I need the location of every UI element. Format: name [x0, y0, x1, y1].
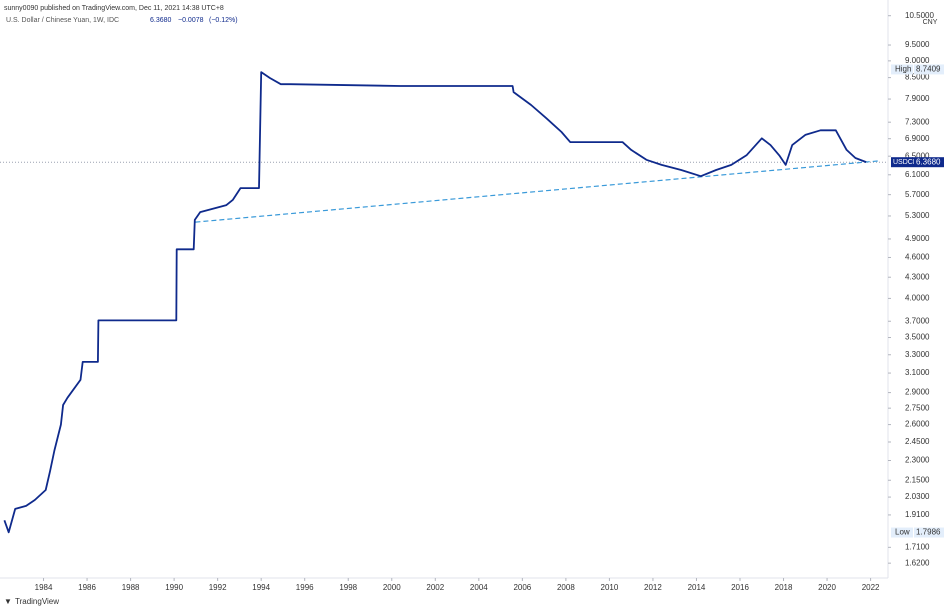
y-tick-label: 4.0000 [905, 294, 930, 303]
series-name-box [891, 157, 914, 168]
marker-value: 8.7409 [916, 65, 941, 74]
y-tick-label: 6.9000 [905, 134, 930, 143]
brand-name: TradingView [15, 597, 59, 606]
x-tick-label: 1998 [339, 583, 357, 592]
y-tick-label: 2.9000 [905, 388, 930, 397]
y-tick-label: 6.5000 [905, 151, 930, 160]
y-tick-label: 7.9000 [905, 94, 930, 103]
price-line-series [3, 71, 867, 534]
y-tick-label: 5.7000 [905, 190, 930, 199]
change-pct: (−0.12%) [209, 17, 238, 24]
marker-value: 1.7986 [916, 528, 941, 537]
y-unit: CNY [923, 19, 938, 26]
x-tick-label: 2016 [731, 583, 749, 592]
y-tick-label: 3.5000 [905, 333, 930, 342]
y-tick-label: 4.3000 [905, 272, 930, 281]
y-tick-label: 2.4500 [905, 437, 930, 446]
x-tick-label: 1994 [252, 583, 270, 592]
y-tick-label: 1.6200 [905, 558, 930, 567]
marker-name-box [891, 527, 913, 538]
x-tick-label: 2004 [470, 583, 488, 592]
y-tick-label: 2.7500 [905, 403, 930, 412]
y-tick-label: 2.0300 [905, 492, 930, 501]
y-tick-label: 2.3000 [905, 456, 930, 465]
x-tick-label: 2012 [644, 583, 662, 592]
x-tick-label: 2010 [601, 583, 619, 592]
marker-name: High [895, 65, 911, 74]
x-tick-label: 2000 [383, 583, 401, 592]
publisher: sunny0090 published on TradingView.com, … [4, 5, 224, 12]
x-tick-label: 2014 [688, 583, 706, 592]
y-tick-label: 9.0000 [905, 56, 930, 65]
marker-name: Low [895, 528, 910, 537]
brand: ▼ [4, 597, 12, 606]
marker-value-box [914, 527, 944, 538]
y-tick-label: 1.9100 [905, 510, 930, 519]
trend-line [195, 160, 881, 223]
last-price: 6.3680 [916, 157, 941, 166]
x-tick-label: 2022 [862, 583, 880, 592]
chart-title: U.S. Dollar / Chinese Yuan, 1W, IDC [6, 17, 119, 24]
x-tick-label: 1992 [209, 583, 227, 592]
y-tick-label: 2.6000 [905, 420, 930, 429]
y-tick-label: 3.7000 [905, 316, 930, 325]
x-tick-label: 1996 [296, 583, 314, 592]
y-tick-label: 3.3000 [905, 350, 930, 359]
change: −0.0078 [178, 17, 204, 24]
y-tick-label: 10.5000 [905, 11, 934, 20]
y-tick-label: 6.1000 [905, 170, 930, 179]
y-tick-label: 4.9000 [905, 234, 930, 243]
y-tick-label: 4.6000 [905, 253, 930, 262]
x-tick-label: 2018 [775, 583, 793, 592]
y-tick-label: 5.3000 [905, 211, 930, 220]
marker-name-box [891, 64, 913, 75]
y-tick-label: 7.3000 [905, 117, 930, 126]
x-tick-label: 1984 [35, 583, 53, 592]
x-tick-label: 2002 [426, 583, 444, 592]
quote: 6.3680 [150, 17, 172, 24]
x-tick-label: 2020 [818, 583, 836, 592]
marker-value-box [914, 64, 944, 75]
last-price-box [914, 157, 944, 168]
x-tick-label: 1988 [122, 583, 140, 592]
x-tick-label: 2008 [557, 583, 575, 592]
series-name: USDCNY [893, 159, 923, 166]
y-tick-label: 2.1500 [905, 475, 930, 484]
y-tick-label: 1.7100 [905, 542, 930, 551]
y-tick-label: 8.5000 [905, 73, 930, 82]
x-tick-label: 1986 [78, 583, 96, 592]
y-tick-label: 9.5000 [905, 40, 930, 49]
x-tick-label: 1990 [165, 583, 183, 592]
y-tick-label: 3.1000 [905, 368, 930, 377]
x-tick-label: 2006 [513, 583, 531, 592]
